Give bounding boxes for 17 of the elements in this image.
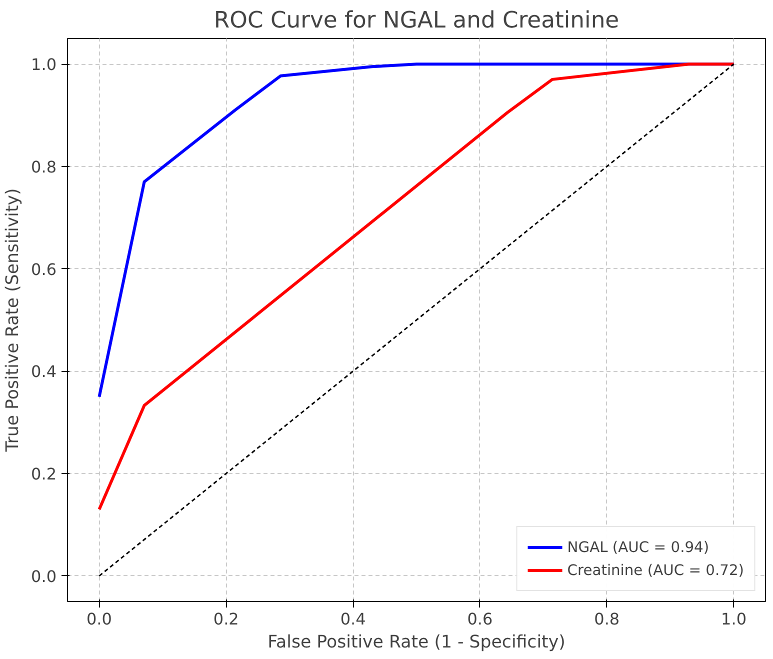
y-tick-label: 0.8 xyxy=(31,157,57,176)
x-tick-label: 0.8 xyxy=(594,610,620,628)
chart-title: ROC Curve for NGAL and Creatinine xyxy=(214,8,620,34)
y-tick-label: 1.0 xyxy=(31,55,57,74)
y-tick-label: 0.6 xyxy=(31,260,57,279)
legend-label: NGAL (AUC = 0.94) xyxy=(567,538,710,556)
y-tick-label: 0.4 xyxy=(31,362,57,382)
x-tick-label: 0.0 xyxy=(86,610,112,628)
x-tick-label: 1.0 xyxy=(721,610,747,628)
x-axis-title: False Positive Rate (1 - Specificity) xyxy=(268,632,566,652)
legend-label: Creatinine (AUC = 0.72) xyxy=(567,562,744,578)
x-tick-label: 0.2 xyxy=(213,610,239,628)
y-tick-label: 0.0 xyxy=(31,566,57,586)
x-tick-label: 0.4 xyxy=(340,610,366,628)
y-tick-label: 0.2 xyxy=(31,464,57,484)
x-tick-label: 0.6 xyxy=(467,610,493,628)
y-axis-title: True Positive Rate (Sensitivity) xyxy=(3,188,24,453)
